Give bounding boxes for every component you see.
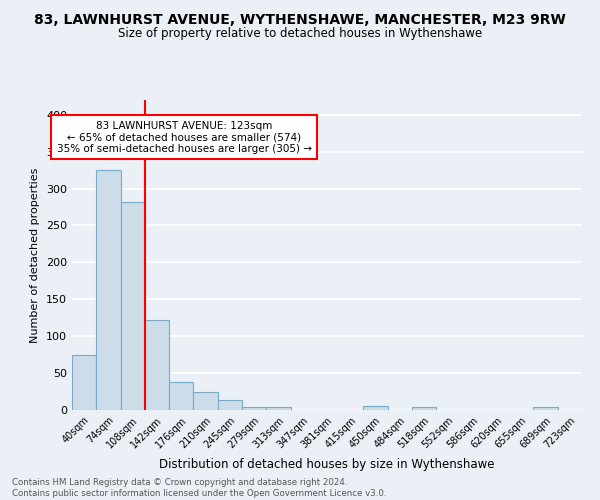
Bar bbox=[242, 407, 266, 410]
Bar bbox=[145, 320, 169, 410]
Text: 83 LAWNHURST AVENUE: 123sqm
← 65% of detached houses are smaller (574)
35% of se: 83 LAWNHURST AVENUE: 123sqm ← 65% of det… bbox=[56, 120, 312, 154]
Bar bbox=[364, 406, 388, 410]
Bar bbox=[169, 382, 193, 410]
X-axis label: Distribution of detached houses by size in Wythenshawe: Distribution of detached houses by size … bbox=[159, 458, 495, 471]
Y-axis label: Number of detached properties: Number of detached properties bbox=[31, 168, 40, 342]
Bar bbox=[533, 407, 558, 410]
Text: Size of property relative to detached houses in Wythenshawe: Size of property relative to detached ho… bbox=[118, 28, 482, 40]
Bar bbox=[121, 202, 145, 410]
Text: 83, LAWNHURST AVENUE, WYTHENSHAWE, MANCHESTER, M23 9RW: 83, LAWNHURST AVENUE, WYTHENSHAWE, MANCH… bbox=[34, 12, 566, 26]
Bar bbox=[412, 407, 436, 410]
Bar bbox=[193, 392, 218, 410]
Bar bbox=[266, 407, 290, 410]
Bar bbox=[218, 400, 242, 410]
Bar bbox=[96, 170, 121, 410]
Bar bbox=[72, 354, 96, 410]
Text: Contains HM Land Registry data © Crown copyright and database right 2024.
Contai: Contains HM Land Registry data © Crown c… bbox=[12, 478, 386, 498]
